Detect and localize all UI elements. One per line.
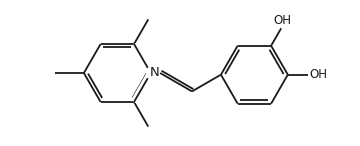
Text: OH: OH [310, 68, 328, 81]
Text: N: N [150, 66, 160, 80]
Text: OH: OH [273, 14, 291, 27]
